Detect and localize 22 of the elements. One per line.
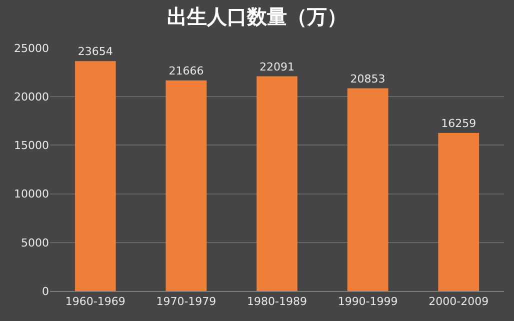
y-tick-label: 0 xyxy=(42,284,49,298)
y-tick-label: 10000 xyxy=(14,188,49,201)
y-tick-label: 20000 xyxy=(14,90,49,104)
data-label: 20853 xyxy=(350,72,386,86)
chart-title: 出生人口数量（万） xyxy=(167,4,347,29)
x-tick-label: 1980-1989 xyxy=(247,295,307,308)
x-tick-label: 1960-1969 xyxy=(65,295,126,308)
y-tick-label: 5000 xyxy=(21,236,49,250)
x-tick-label: 1990-1999 xyxy=(338,295,398,308)
y-tick-label: 25000 xyxy=(14,42,49,55)
x-tick-label: 2000-2009 xyxy=(428,295,489,308)
bar xyxy=(256,76,298,291)
data-label: 21666 xyxy=(168,64,204,78)
bar xyxy=(347,88,388,291)
y-tick-label: 15000 xyxy=(14,139,49,152)
bar xyxy=(166,80,207,291)
data-label: 23654 xyxy=(78,45,113,58)
bar xyxy=(74,61,116,291)
data-label: 16259 xyxy=(441,116,476,130)
data-label: 22091 xyxy=(260,60,294,74)
x-tick-label: 1970-1979 xyxy=(156,295,216,308)
bar xyxy=(438,132,480,291)
